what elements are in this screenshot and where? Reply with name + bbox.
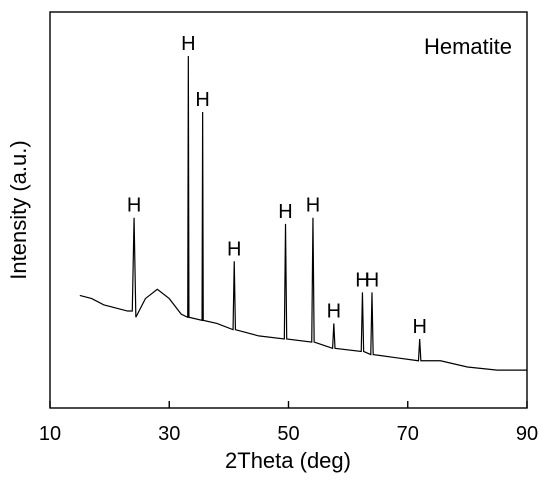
- peak-label-h: H: [355, 269, 369, 291]
- x-ticks: [49, 401, 528, 408]
- peak-label-h: H: [412, 316, 426, 338]
- legend-label: Hematite: [424, 34, 512, 59]
- x-axis-label: 2Theta (deg): [225, 448, 351, 473]
- peak-label-h: H: [278, 201, 292, 223]
- peak-label-h: H: [127, 195, 141, 217]
- x-tick-label: 50: [277, 423, 299, 445]
- x-tick-label: 10: [39, 423, 61, 445]
- peak-label-h: H: [327, 300, 341, 322]
- x-tick-label: 30: [158, 423, 180, 445]
- x-tick-labels: 10 30 50 70 90: [39, 423, 538, 445]
- peak-label-h: H: [365, 269, 379, 291]
- x-tick-label: 70: [397, 423, 419, 445]
- y-axis-label: Intensity (a.u.): [6, 140, 31, 279]
- series-line: [79, 55, 527, 371]
- peak-label-h: H: [195, 89, 209, 111]
- peak-label-h: H: [227, 238, 241, 260]
- x-tick-label: 90: [516, 423, 538, 445]
- peak-label-h: H: [306, 195, 320, 217]
- peak-label-h: H: [181, 33, 195, 55]
